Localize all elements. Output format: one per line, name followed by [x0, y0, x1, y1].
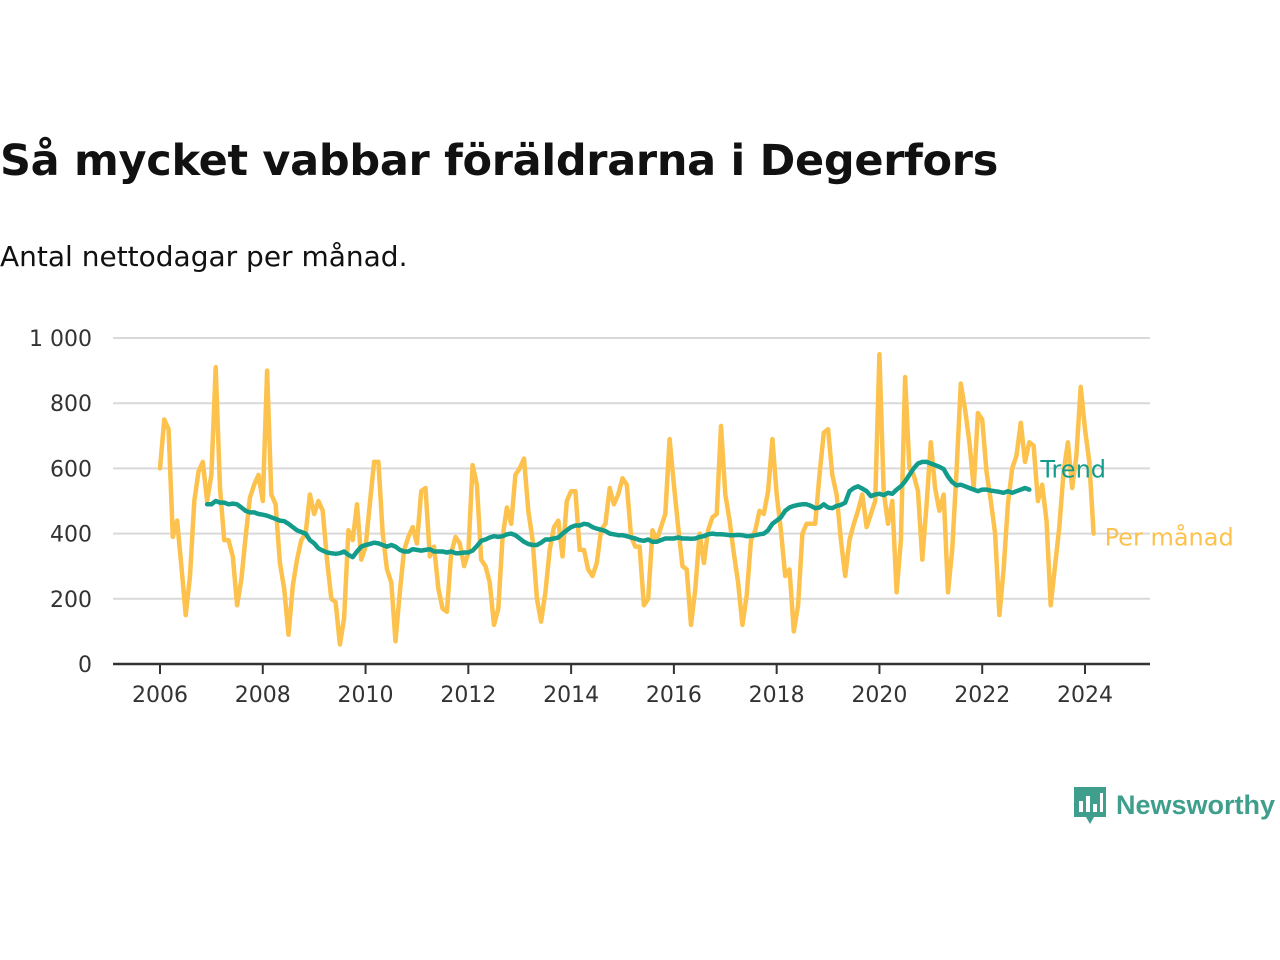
y-tick-label: 600	[50, 457, 92, 482]
chart-title: Så mycket vabbar föräldrarna i Degerfors	[0, 136, 998, 186]
series-labels: Per månad Trend	[1039, 456, 1233, 552]
series-label-trend: Trend	[1039, 456, 1106, 484]
x-tick-label: 2008	[235, 683, 291, 708]
x-tick-label: 2012	[440, 683, 496, 708]
y-tick-label: 1 000	[29, 327, 92, 352]
series-line-trend	[204, 459, 1032, 560]
y-axis-ticks: 0 200 400 600 800 1 000	[29, 327, 92, 678]
y-tick-label: 400	[50, 523, 92, 548]
brand-name: Newsworthy	[1116, 789, 1276, 820]
series-lines	[157, 352, 1096, 647]
x-tick-label: 2010	[338, 683, 394, 708]
gridlines	[113, 337, 1150, 600]
y-tick-label: 200	[50, 588, 92, 613]
y-tick-label: 0	[78, 653, 92, 678]
x-tick-label: 2006	[132, 683, 188, 708]
x-tick-label: 2022	[954, 683, 1010, 708]
series-label-per-manad: Per månad	[1105, 523, 1234, 552]
newsworthy-logo-icon	[1074, 787, 1106, 824]
chart-subtitle: Antal nettodagar per månad.	[0, 240, 408, 273]
x-tick-label: 2024	[1057, 683, 1113, 708]
x-tick-label: 2020	[851, 683, 907, 708]
x-tick-label: 2016	[646, 683, 702, 708]
brand-logo: Newsworthy	[1072, 784, 1275, 826]
series-line-per-manad	[157, 352, 1096, 647]
y-tick-label: 800	[50, 392, 92, 417]
x-axis-ticks: 2006 2008 2010 2012 2014 2016 2018 2020 2022 2024	[113, 662, 1150, 708]
x-tick-label: 2014	[543, 683, 599, 708]
x-tick-label: 2018	[749, 683, 805, 708]
